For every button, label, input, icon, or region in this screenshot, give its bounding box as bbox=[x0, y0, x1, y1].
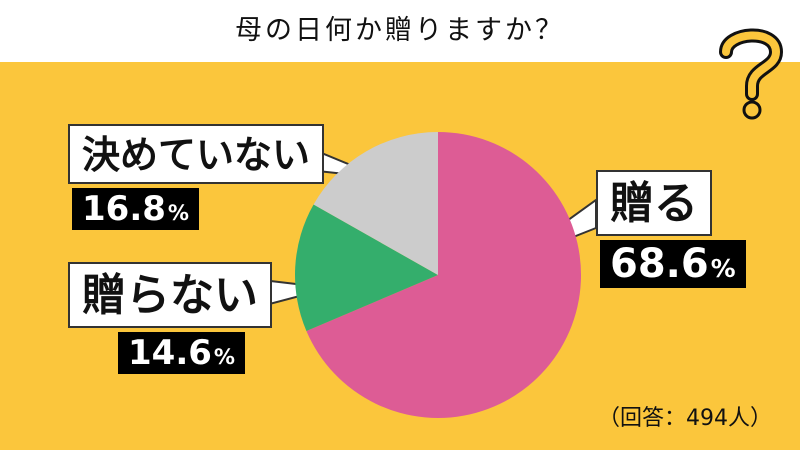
slice-value-undecided-unit: % bbox=[167, 200, 190, 225]
slice-value-give-number: 68.6 bbox=[610, 241, 709, 287]
pie-slice-undecided bbox=[313, 132, 438, 275]
slice-label-undecided: 決めていない bbox=[68, 124, 325, 184]
question-mark-icon bbox=[719, 28, 783, 120]
respondent-count: （回答：494人） bbox=[598, 406, 772, 431]
slice-value-give-unit: % bbox=[710, 254, 736, 283]
slice-label-give: 贈る bbox=[596, 170, 712, 236]
slice-value-undecided: 16.8% bbox=[72, 188, 200, 230]
slice-value-not-give-unit: % bbox=[213, 344, 236, 369]
chart-title: 母の日何か贈りますか？ bbox=[235, 15, 565, 46]
slice-value-give: 68.6% bbox=[600, 240, 746, 288]
pie-slice-give bbox=[306, 132, 582, 418]
slice-value-undecided-number: 16.8 bbox=[82, 189, 166, 229]
slice-value-not-give: 14.6% bbox=[118, 332, 246, 374]
pie-slice-not-give bbox=[295, 204, 438, 331]
slice-value-not-give-number: 14.6 bbox=[128, 333, 212, 373]
title-bar bbox=[0, 0, 800, 62]
slice-label-not-give: 贈らない bbox=[68, 262, 272, 328]
